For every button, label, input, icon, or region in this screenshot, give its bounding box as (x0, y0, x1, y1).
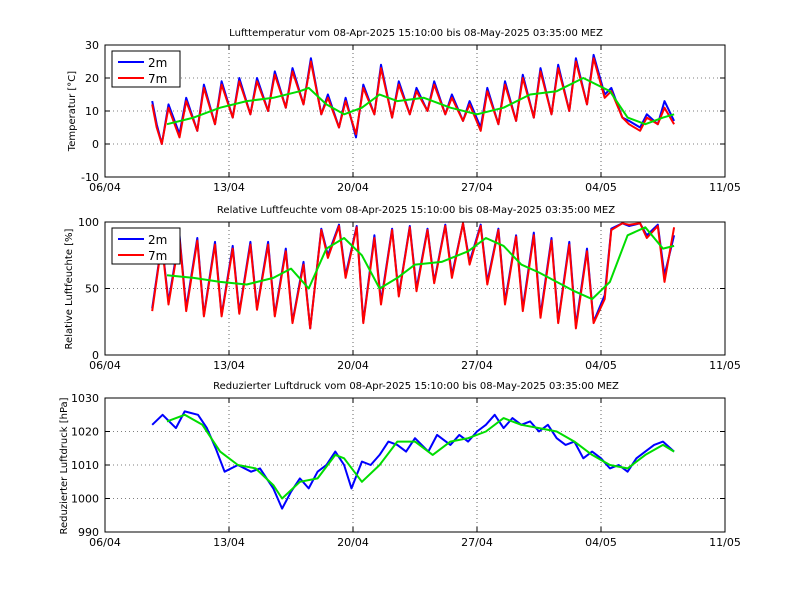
x-tick-label: 06/04 (89, 181, 121, 194)
temperature-panel: Lufttemperatur vom 08-Apr-2025 15:10:00 … (67, 28, 741, 194)
pressure-panel: Reduzierter Luftdruck vom 08-Apr-2025 15… (59, 381, 741, 549)
temperature-plot-area: 06/04 13/04 20/04 27/04 04/05 11/05 -10 0 10 20 30… (81, 39, 741, 194)
series-line-smoothed (166, 77, 675, 126)
legend-label-2m: 2m (148, 233, 167, 247)
y-tick-label: 0 (92, 349, 99, 362)
y-tick-label: 10 (85, 105, 99, 118)
y-tick-label: 1020 (71, 426, 99, 439)
x-tick-label: 20/04 (337, 536, 369, 549)
x-tick-label: 13/04 (213, 181, 245, 194)
x-tick-label: 20/04 (337, 181, 369, 194)
x-tick-label: 27/04 (461, 359, 493, 372)
series-line-7m (151, 222, 676, 330)
legend-box (111, 50, 181, 88)
y-tick-label: 990 (78, 526, 99, 539)
y-tick-label: 0 (92, 138, 99, 151)
chart-title: Relative Luftfeuchte vom 08-Apr-2025 15:… (217, 205, 615, 216)
legend-box (111, 227, 181, 265)
y-tick-label: 1030 (71, 392, 99, 405)
x-tick-label: 13/04 (213, 536, 245, 549)
series-line-smoothed (166, 413, 675, 500)
series-line-7m (151, 57, 675, 145)
x-tick-label: 06/04 (89, 359, 121, 372)
y-axis-label: Relative Luftfeuchte [%] (64, 228, 75, 349)
y-axis-label: Reduzierter Luftdruck [hPa] (59, 397, 70, 534)
x-tick-label: 04/05 (585, 536, 617, 549)
x-tick-label: 06/04 (89, 536, 121, 549)
y-tick-label: 100 (78, 216, 99, 229)
x-tick-label: 04/05 (585, 181, 617, 194)
y-tick-label: -10 (81, 171, 99, 184)
x-tick-label: 11/05 (709, 536, 741, 549)
series-line-smoothed (166, 226, 675, 301)
y-tick-label: 1010 (71, 459, 99, 472)
legend-label-2m: 2m (148, 56, 167, 70)
y-tick-label: 50 (85, 283, 99, 296)
chart-title: Lufttemperatur vom 08-Apr-2025 15:10:00 … (229, 28, 603, 39)
x-tick-label: 27/04 (461, 536, 493, 549)
legend-label-7m: 7m (148, 249, 167, 263)
y-tick-label: 30 (85, 39, 99, 52)
humidity-panel: Relative Luftfeuchte vom 08-Apr-2025 15:… (64, 205, 741, 372)
x-tick-label: 13/04 (213, 359, 245, 372)
x-tick-label: 11/05 (709, 359, 741, 372)
x-tick-label: 11/05 (709, 181, 741, 194)
x-tick-label: 04/05 (585, 359, 617, 372)
y-axis-label: Temperatur [°C] (67, 71, 78, 152)
x-tick-label: 27/04 (461, 181, 493, 194)
legend-label-7m: 7m (148, 72, 167, 86)
y-tick-label: 20 (85, 72, 99, 85)
y-tick-label: 1000 (71, 493, 99, 506)
chart-title: Reduzierter Luftdruck vom 08-Apr-2025 15… (213, 381, 619, 392)
pressure-plot-area: 06/04 13/04 20/04 27/04 04/05 11/05 990 1000 101… (71, 392, 741, 549)
x-tick-label: 20/04 (337, 359, 369, 372)
